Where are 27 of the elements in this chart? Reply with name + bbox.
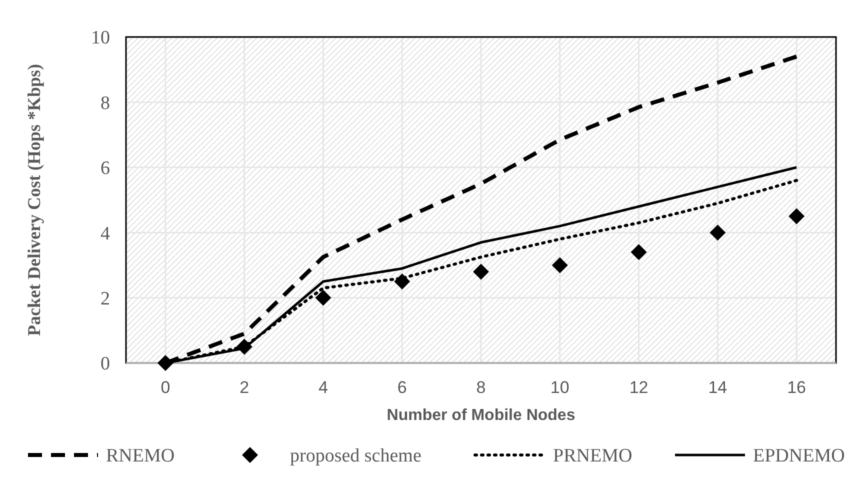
point [552, 257, 568, 274]
x-tick-label: 14 [708, 378, 728, 397]
x-tick-label: 12 [629, 378, 648, 397]
y-tick-label: 6 [100, 158, 110, 180]
y-tick-label: 8 [100, 92, 110, 114]
legend-label: proposed scheme [290, 446, 422, 467]
point [788, 208, 805, 224]
x-tick-label: 0 [160, 378, 170, 397]
y-axis-title: Packet Delivery Cost (Hops *Kbps) [24, 64, 44, 336]
x-tick-label: 4 [318, 378, 328, 397]
y-tick-label: 4 [100, 223, 110, 244]
y-tick-label: 10 [91, 28, 110, 49]
point [630, 244, 647, 260]
point [315, 290, 332, 306]
point [473, 264, 489, 280]
point [710, 224, 726, 241]
y-tick-label: 0 [100, 354, 110, 375]
y-tick-label: 2 [100, 288, 110, 310]
x-tick-label: 8 [476, 378, 486, 397]
legend-label: RNEMO [106, 446, 175, 467]
x-tick-label: 2 [240, 378, 250, 397]
x-tick-label: 6 [397, 378, 407, 397]
x-tick-label: 10 [550, 378, 570, 397]
legend-label: EPDNEMO [753, 446, 845, 467]
x-tick-label: 16 [787, 378, 806, 397]
x-axis-title: Number of Mobile Nodes [386, 407, 576, 424]
legend-label: PRNEMO [553, 446, 632, 467]
